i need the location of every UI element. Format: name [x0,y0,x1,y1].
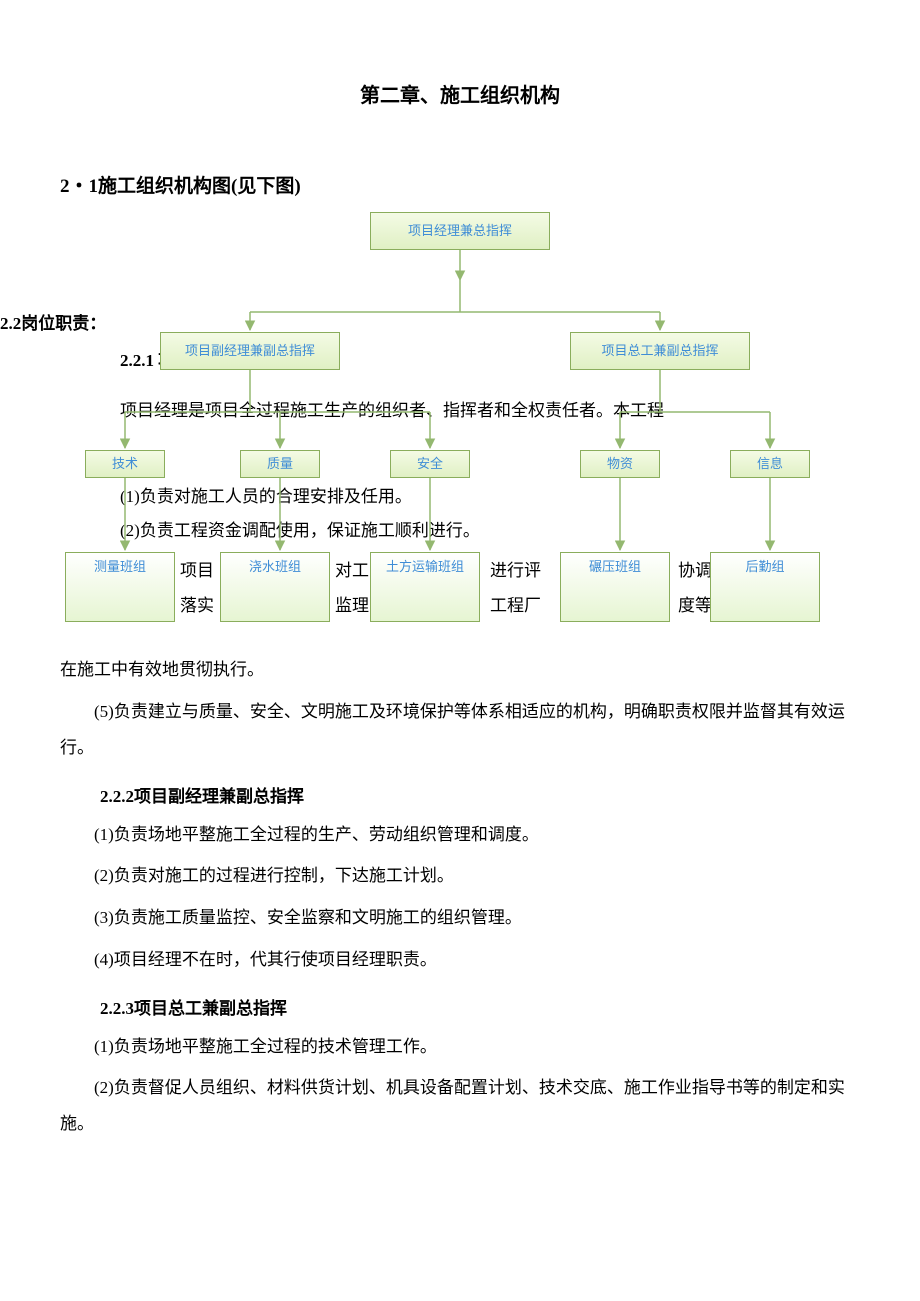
org-node: 土方运输班组 [370,552,480,622]
p-223-2: (2)负责督促人员组织、材料供货计划、机具设备配置计划、技术交底、施工作业指导书… [60,1070,860,1141]
overlay-line-6: 在施工中有效地贯彻执行。 [60,652,860,688]
section-2-2-2-heading: 2.2.2项目副经理兼副总指挥 [100,783,860,810]
overlay-5a: 落实 [180,592,214,619]
overlay-5b: 监理 [335,592,369,619]
org-node: 项目经理兼总指挥 [370,212,550,250]
p-222-2: (2)负责对施工的过程进行控制，下达施工计划。 [60,858,860,894]
org-node: 项目副经理兼副总指挥 [160,332,340,370]
overlay-5d: 度等 [678,592,712,619]
org-node: 项目总工兼副总指挥 [570,332,750,370]
section-2-2-3-heading: 2.2.3项目总工兼副总指挥 [100,995,860,1022]
overlay-4d: 协调 [678,557,712,584]
section-2-2-heading: 2.2岗位职责： [0,310,106,337]
overlay-line-1: 项目经理是项目全过程施工生产的组织者、指挥者和全权责任者。本工程 [120,397,664,424]
org-node: 后勤组 [710,552,820,622]
org-node: 技术 [85,450,165,478]
org-node: 碾压班组 [560,552,670,622]
p-223-1: (1)负责场地平整施工全过程的技术管理工作。 [60,1029,860,1065]
overlay-line-2: (1)负责对施工人员的合理安排及任用。 [120,483,412,510]
org-node: 信息 [730,450,810,478]
org-chart: 2.2岗位职责： 2.2.1 项 项目经理是项目全过程施工生产的组织者、指挥者和… [60,212,860,642]
p-222-4: (4)项目经理不在时，代其行使项目经理职责。 [60,942,860,978]
overlay-4b: 对工 [335,557,369,584]
p-222-3: (3)负责施工质量监控、安全监察和文明施工的组织管理。 [60,900,860,936]
overlay-4c: 进行评 [490,557,541,584]
org-node: 安全 [390,450,470,478]
org-node: 质量 [240,450,320,478]
org-node: 测量班组 [65,552,175,622]
org-node: 浇水班组 [220,552,330,622]
paragraph-2-2-1-5: (5)负责建立与质量、安全、文明施工及环境保护等体系相适应的机构，明确职责权限并… [60,694,860,765]
section-2-1-heading: 2・1施工组织机构图(见下图) [60,172,860,202]
overlay-5c: 工程厂 [490,592,541,619]
p-222-1: (1)负责场地平整施工全过程的生产、劳动组织管理和调度。 [60,817,860,853]
org-node: 物资 [580,450,660,478]
overlay-line-3: (2)负责工程资金调配使用，保证施工顺利进行。 [120,517,480,544]
chapter-title: 第二章、施工组织机构 [60,80,860,112]
overlay-4a: 项目 [180,557,214,584]
